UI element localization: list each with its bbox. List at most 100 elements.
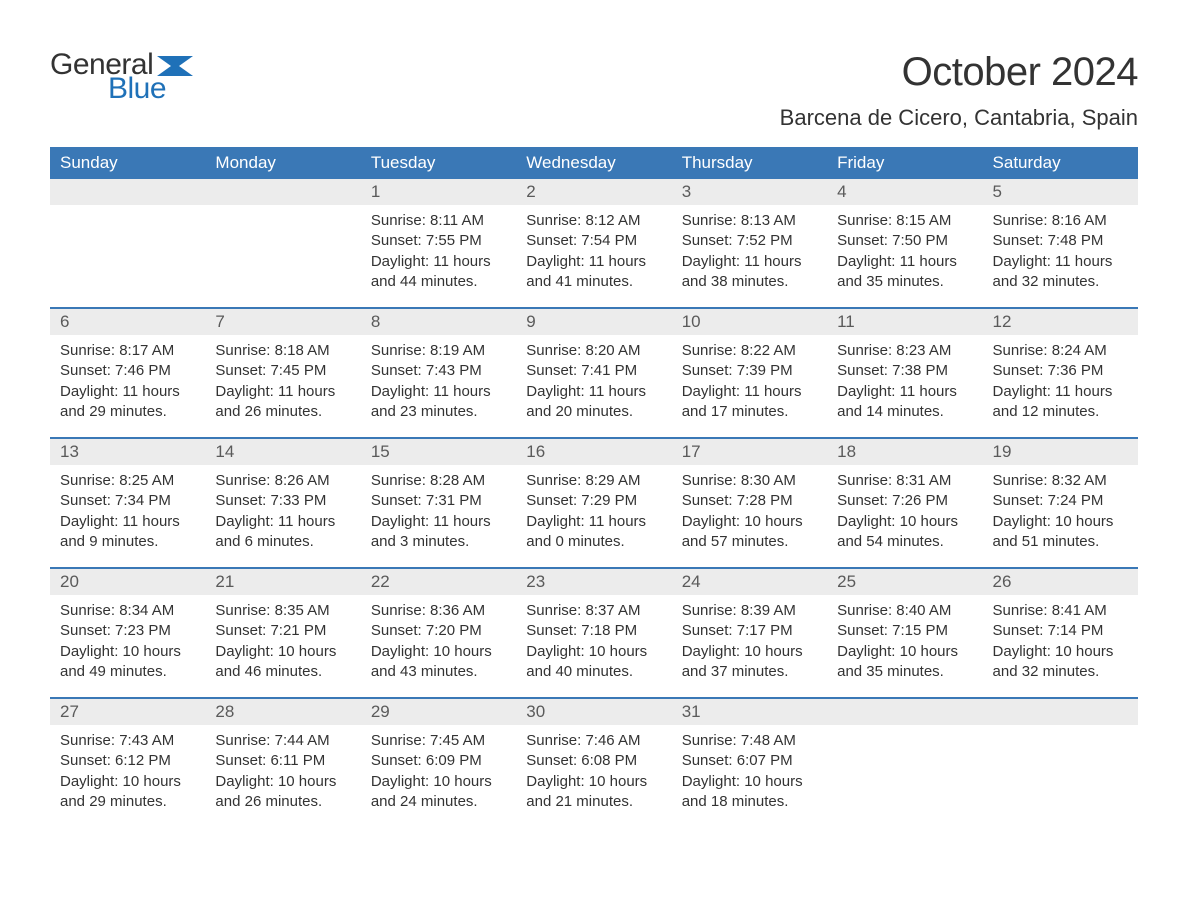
title-block: October 2024 Barcena de Cicero, Cantabri… [780,50,1138,141]
day-cell: 17Sunrise: 8:30 AMSunset: 7:28 PMDayligh… [672,439,827,567]
day-body: Sunrise: 8:37 AMSunset: 7:18 PMDaylight:… [516,595,671,696]
day-body: Sunrise: 8:11 AMSunset: 7:55 PMDaylight:… [361,205,516,306]
sunset-text: Sunset: 7:31 PM [371,491,506,511]
sunset-text: Sunset: 7:18 PM [526,621,661,641]
daylight-text: Daylight: 11 hours and 38 minutes. [682,252,817,293]
day-body: Sunrise: 8:22 AMSunset: 7:39 PMDaylight:… [672,335,827,436]
day-body: Sunrise: 8:31 AMSunset: 7:26 PMDaylight:… [827,465,982,566]
sunrise-text: Sunrise: 8:28 AM [371,471,506,491]
day-cell [50,179,205,307]
daylight-text: Daylight: 11 hours and 20 minutes. [526,382,661,423]
day-cell: 21Sunrise: 8:35 AMSunset: 7:21 PMDayligh… [205,569,360,697]
daylight-text: Daylight: 11 hours and 9 minutes. [60,512,195,553]
sunset-text: Sunset: 7:54 PM [526,231,661,251]
sunrise-text: Sunrise: 7:48 AM [682,731,817,751]
sunrise-text: Sunrise: 8:22 AM [682,341,817,361]
sunrise-text: Sunrise: 8:29 AM [526,471,661,491]
day-cell: 6Sunrise: 8:17 AMSunset: 7:46 PMDaylight… [50,309,205,437]
day-cell: 5Sunrise: 8:16 AMSunset: 7:48 PMDaylight… [983,179,1138,307]
sunset-text: Sunset: 6:07 PM [682,751,817,771]
sunrise-text: Sunrise: 8:19 AM [371,341,506,361]
sunrise-text: Sunrise: 8:20 AM [526,341,661,361]
sunset-text: Sunset: 7:28 PM [682,491,817,511]
sunrise-text: Sunrise: 8:26 AM [215,471,350,491]
sunrise-text: Sunrise: 8:24 AM [993,341,1128,361]
week-row: 27Sunrise: 7:43 AMSunset: 6:12 PMDayligh… [50,697,1138,827]
sunrise-text: Sunrise: 8:30 AM [682,471,817,491]
logo: General Blue [50,50,193,104]
daylight-text: Daylight: 10 hours and 54 minutes. [837,512,972,553]
day-number: 17 [672,439,827,465]
location: Barcena de Cicero, Cantabria, Spain [780,105,1138,131]
day-cell: 20Sunrise: 8:34 AMSunset: 7:23 PMDayligh… [50,569,205,697]
sunrise-text: Sunrise: 8:16 AM [993,211,1128,231]
day-body: Sunrise: 8:13 AMSunset: 7:52 PMDaylight:… [672,205,827,306]
day-body: Sunrise: 8:30 AMSunset: 7:28 PMDaylight:… [672,465,827,566]
day-number: 8 [361,309,516,335]
sunrise-text: Sunrise: 8:39 AM [682,601,817,621]
daylight-text: Daylight: 10 hours and 43 minutes. [371,642,506,683]
day-cell: 31Sunrise: 7:48 AMSunset: 6:07 PMDayligh… [672,699,827,827]
day-cell: 3Sunrise: 8:13 AMSunset: 7:52 PMDaylight… [672,179,827,307]
day-body: Sunrise: 8:39 AMSunset: 7:17 PMDaylight:… [672,595,827,696]
day-body: Sunrise: 8:28 AMSunset: 7:31 PMDaylight:… [361,465,516,566]
calendar: Sunday Monday Tuesday Wednesday Thursday… [50,147,1138,827]
sunrise-text: Sunrise: 8:37 AM [526,601,661,621]
sunrise-text: Sunrise: 8:41 AM [993,601,1128,621]
day-body: Sunrise: 8:17 AMSunset: 7:46 PMDaylight:… [50,335,205,436]
daylight-text: Daylight: 11 hours and 14 minutes. [837,382,972,423]
daylight-text: Daylight: 11 hours and 0 minutes. [526,512,661,553]
sunrise-text: Sunrise: 7:45 AM [371,731,506,751]
sunrise-text: Sunrise: 8:35 AM [215,601,350,621]
logo-word2: Blue [108,74,193,104]
weekday-header: Tuesday [361,147,516,179]
sunrise-text: Sunrise: 8:17 AM [60,341,195,361]
day-body: Sunrise: 8:15 AMSunset: 7:50 PMDaylight:… [827,205,982,306]
day-body: Sunrise: 8:25 AMSunset: 7:34 PMDaylight:… [50,465,205,566]
sunset-text: Sunset: 7:21 PM [215,621,350,641]
daylight-text: Daylight: 10 hours and 51 minutes. [993,512,1128,553]
sunrise-text: Sunrise: 8:31 AM [837,471,972,491]
daylight-text: Daylight: 11 hours and 44 minutes. [371,252,506,293]
daylight-text: Daylight: 10 hours and 35 minutes. [837,642,972,683]
day-body: Sunrise: 8:23 AMSunset: 7:38 PMDaylight:… [827,335,982,436]
week-row: 1Sunrise: 8:11 AMSunset: 7:55 PMDaylight… [50,179,1138,307]
month-title: October 2024 [780,50,1138,95]
day-body: Sunrise: 8:26 AMSunset: 7:33 PMDaylight:… [205,465,360,566]
sunrise-text: Sunrise: 8:13 AM [682,211,817,231]
sunset-text: Sunset: 7:45 PM [215,361,350,381]
daylight-text: Daylight: 10 hours and 57 minutes. [682,512,817,553]
weekday-header: Friday [827,147,982,179]
daylight-text: Daylight: 10 hours and 21 minutes. [526,772,661,813]
day-number: 21 [205,569,360,595]
daylight-text: Daylight: 10 hours and 18 minutes. [682,772,817,813]
daylight-text: Daylight: 10 hours and 26 minutes. [215,772,350,813]
daylight-text: Daylight: 11 hours and 35 minutes. [837,252,972,293]
daylight-text: Daylight: 11 hours and 17 minutes. [682,382,817,423]
day-body: Sunrise: 7:44 AMSunset: 6:11 PMDaylight:… [205,725,360,826]
day-number [827,699,982,725]
day-cell: 22Sunrise: 8:36 AMSunset: 7:20 PMDayligh… [361,569,516,697]
header: General Blue October 2024 Barcena de Cic… [50,50,1138,141]
weekday-header-row: Sunday Monday Tuesday Wednesday Thursday… [50,147,1138,179]
day-number: 9 [516,309,671,335]
daylight-text: Daylight: 11 hours and 32 minutes. [993,252,1128,293]
sunset-text: Sunset: 7:26 PM [837,491,972,511]
sunset-text: Sunset: 6:11 PM [215,751,350,771]
day-number: 18 [827,439,982,465]
daylight-text: Daylight: 11 hours and 3 minutes. [371,512,506,553]
day-body: Sunrise: 8:40 AMSunset: 7:15 PMDaylight:… [827,595,982,696]
day-number: 15 [361,439,516,465]
day-cell: 15Sunrise: 8:28 AMSunset: 7:31 PMDayligh… [361,439,516,567]
week-row: 6Sunrise: 8:17 AMSunset: 7:46 PMDaylight… [50,307,1138,437]
sunrise-text: Sunrise: 8:36 AM [371,601,506,621]
sunset-text: Sunset: 7:33 PM [215,491,350,511]
day-number: 25 [827,569,982,595]
day-body: Sunrise: 8:16 AMSunset: 7:48 PMDaylight:… [983,205,1138,306]
sunrise-text: Sunrise: 8:25 AM [60,471,195,491]
day-cell: 4Sunrise: 8:15 AMSunset: 7:50 PMDaylight… [827,179,982,307]
day-number: 24 [672,569,827,595]
day-number: 12 [983,309,1138,335]
day-number: 22 [361,569,516,595]
sunset-text: Sunset: 7:48 PM [993,231,1128,251]
